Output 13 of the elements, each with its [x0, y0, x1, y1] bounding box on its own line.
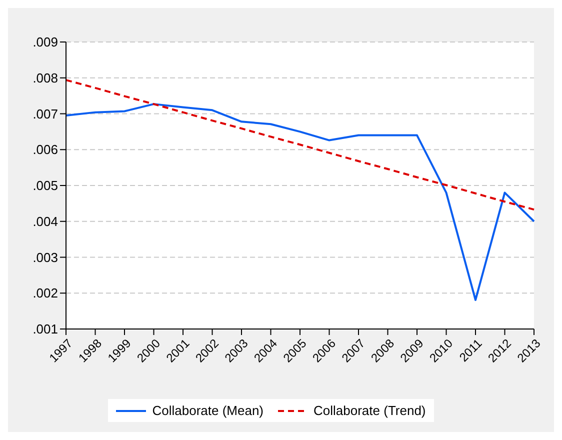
line-series: [65, 103, 535, 301]
y-tick-label: .003: [32, 250, 58, 265]
y-tick-label: .008: [32, 70, 58, 86]
legend-label: Collaborate (Trend): [312, 403, 426, 418]
line-series: [65, 79, 535, 211]
y-tick-label: .002: [32, 286, 58, 301]
y-tick-label: .005: [32, 178, 58, 194]
y-tick-label: .001: [32, 322, 58, 337]
legend-label: Collaborate (Mean): [151, 403, 264, 418]
y-tick-label: .006: [32, 142, 58, 158]
y-tick-label: .009: [32, 34, 58, 50]
y-tick-label: .007: [32, 106, 58, 122]
y-tick-label: .004: [32, 214, 58, 229]
